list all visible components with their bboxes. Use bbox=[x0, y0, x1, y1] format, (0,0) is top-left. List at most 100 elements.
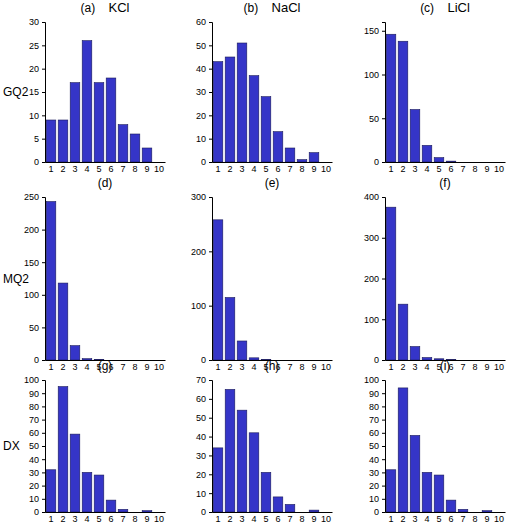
bar bbox=[494, 360, 504, 361]
x-tick-label: 4 bbox=[251, 362, 256, 372]
y-tick-label: 60 bbox=[196, 17, 206, 27]
bar bbox=[446, 161, 456, 162]
bar bbox=[446, 500, 456, 512]
x-tick-label: 9 bbox=[311, 362, 316, 372]
bar bbox=[422, 472, 432, 512]
x-tick-label: 7 bbox=[120, 362, 125, 372]
y-tick-label: 150 bbox=[364, 26, 379, 36]
panel-label: (c) bbox=[420, 1, 434, 15]
y-tick: 80 bbox=[369, 402, 385, 412]
x-tick-label: 1 bbox=[388, 514, 393, 524]
bar bbox=[273, 132, 283, 162]
y-tick: 20 bbox=[29, 481, 45, 491]
x-tick-label: 8 bbox=[299, 164, 304, 174]
x-axis: 12345678910 bbox=[46, 162, 166, 174]
y-tick-label: 400 bbox=[364, 192, 379, 202]
x-tick-label: 10 bbox=[154, 514, 164, 524]
y-tick-mark bbox=[382, 420, 385, 421]
bar bbox=[82, 359, 92, 360]
y-tick-mark bbox=[42, 360, 45, 361]
x-tick: 4 bbox=[424, 360, 429, 372]
y-tick-mark bbox=[42, 459, 45, 460]
y-tick-mark bbox=[382, 406, 385, 407]
x-tick: 9 bbox=[311, 162, 316, 174]
x-tick-label: 9 bbox=[144, 362, 149, 372]
bar bbox=[321, 512, 331, 513]
x-tick-label: 1 bbox=[388, 164, 393, 174]
y-tick: 20 bbox=[196, 111, 212, 121]
x-axis-line bbox=[213, 162, 333, 163]
space bbox=[258, 1, 261, 15]
y-tick-label: 80 bbox=[29, 402, 39, 412]
row-label: MQ2 bbox=[3, 272, 29, 286]
x-tick: 8 bbox=[299, 162, 304, 174]
x-tick-label: 5 bbox=[263, 164, 268, 174]
y-tick-label: 50 bbox=[196, 41, 206, 51]
y-tick-mark bbox=[42, 446, 45, 447]
y-tick: 0 bbox=[201, 157, 212, 167]
bar bbox=[70, 434, 80, 512]
y-tick-mark bbox=[382, 393, 385, 394]
bar bbox=[285, 148, 295, 162]
y-tick-mark bbox=[382, 279, 385, 280]
y-tick: 0 bbox=[374, 507, 385, 517]
x-tick: 6 bbox=[275, 162, 280, 174]
y-tick-mark bbox=[382, 499, 385, 500]
y-tick-mark bbox=[209, 251, 212, 252]
x-tick: 3 bbox=[72, 360, 77, 372]
x-tick: 4 bbox=[424, 512, 429, 524]
x-tick: 5 bbox=[96, 162, 101, 174]
x-tick-label: 3 bbox=[412, 514, 417, 524]
x-tick: 8 bbox=[472, 360, 477, 372]
bar bbox=[297, 360, 307, 361]
x-tick-label: 4 bbox=[84, 164, 89, 174]
y-tick: 100 bbox=[364, 375, 385, 385]
y-tick: 0 bbox=[374, 355, 385, 365]
bars bbox=[46, 202, 104, 360]
figure: 05101520253012345678910(a) KClGQ20102030… bbox=[0, 0, 524, 532]
x-tick: 7 bbox=[460, 512, 465, 524]
x-tick: 6 bbox=[275, 512, 280, 524]
bar bbox=[309, 360, 319, 361]
x-tick: 1 bbox=[48, 360, 53, 372]
y-tick-mark bbox=[42, 262, 45, 263]
bar bbox=[249, 358, 259, 360]
bar bbox=[213, 220, 223, 360]
y-tick-label: 40 bbox=[369, 455, 379, 465]
bar bbox=[398, 388, 408, 512]
y-tick: 10 bbox=[196, 134, 212, 144]
x-tick-label: 2 bbox=[227, 362, 232, 372]
x-axis: 12345678910 bbox=[213, 162, 333, 174]
y-tick-label: 30 bbox=[29, 468, 39, 478]
y-tick-label: 150 bbox=[24, 258, 39, 268]
y-tick-label: 0 bbox=[34, 157, 39, 167]
y-axis-line bbox=[42, 198, 46, 361]
x-tick-label: 3 bbox=[72, 514, 77, 524]
x-axis-line bbox=[46, 162, 166, 163]
y-tick: 250 bbox=[24, 192, 45, 202]
x-tick-label: 2 bbox=[400, 514, 405, 524]
y-tick: 30 bbox=[29, 17, 45, 27]
bar bbox=[458, 509, 468, 512]
x-tick: 4 bbox=[251, 162, 256, 174]
x-tick: 7 bbox=[287, 512, 292, 524]
y-tick-mark bbox=[382, 197, 385, 198]
bars bbox=[213, 389, 319, 512]
bar bbox=[410, 347, 420, 360]
y-tick: 100 bbox=[364, 70, 385, 80]
x-axis: 12345678910 bbox=[46, 512, 166, 524]
y-tick: 50 bbox=[29, 323, 45, 333]
bar bbox=[470, 162, 480, 163]
y-tick-label: 50 bbox=[29, 323, 39, 333]
x-tick-label: 10 bbox=[321, 164, 331, 174]
y-tick-mark bbox=[42, 393, 45, 394]
x-axis-line bbox=[46, 512, 166, 513]
x-tick-label: 1 bbox=[48, 164, 53, 174]
x-axis: 12345678910 bbox=[213, 512, 333, 524]
y-tick-label: 300 bbox=[191, 192, 206, 202]
bar bbox=[82, 472, 92, 512]
bar bbox=[410, 110, 420, 163]
bar bbox=[434, 475, 444, 512]
y-tick-mark bbox=[209, 306, 212, 307]
y-tick-mark bbox=[382, 360, 385, 361]
